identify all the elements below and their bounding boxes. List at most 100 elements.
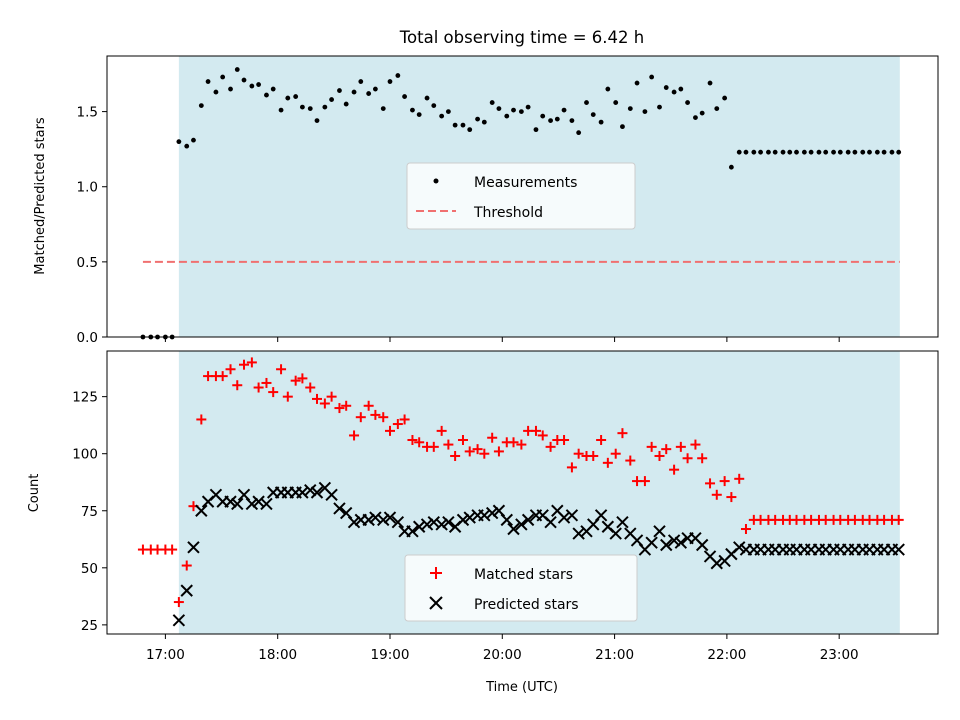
measurement-point	[475, 116, 480, 122]
legend-predicted-label: Predicted stars	[474, 597, 579, 613]
x-tick-label: 21:00	[595, 647, 634, 663]
predicted-star-point	[187, 541, 200, 554]
measurement-point	[663, 85, 669, 90]
matched-star-point	[253, 382, 264, 393]
measurement-point	[533, 127, 539, 133]
measurement-point	[845, 149, 851, 155]
matched-star-point	[246, 357, 257, 368]
measurement-point	[176, 139, 182, 145]
measurement-point	[337, 88, 342, 93]
measurement-point	[264, 92, 269, 98]
matched-star-point	[217, 371, 228, 382]
matched-star-point	[334, 403, 345, 414]
y-tick-label: 125	[72, 390, 98, 406]
matched-star-point	[588, 450, 599, 461]
predicted-star-point	[347, 515, 361, 529]
count-x-axis: 17:00 18:00 19:00 20:00 21:00 22:00 23:00	[146, 634, 859, 663]
measurement-point	[816, 149, 822, 155]
measurement-point	[590, 112, 596, 118]
measurement-point	[671, 89, 677, 95]
predicted-star-point	[733, 541, 746, 554]
matched-stars-points	[137, 357, 904, 608]
predicted-star-point	[172, 614, 186, 627]
ratio-panel: 0.0 0.5 1.0 1.5 Matched/Predicted stars Mea…	[33, 55, 939, 346]
predicted-star-point	[645, 536, 658, 549]
measurement-point	[402, 94, 407, 99]
measurement-point	[395, 73, 401, 78]
matched-star-point	[181, 560, 192, 571]
measurement-point	[439, 113, 445, 119]
matched-star-point	[682, 453, 693, 464]
measurement-point	[678, 86, 684, 92]
predicted-star-point	[507, 522, 520, 536]
measurement-point	[837, 149, 843, 155]
legend-matched-label: Matched stars	[474, 567, 573, 583]
count-plot-frame	[106, 350, 939, 635]
predicted-star-point	[521, 513, 535, 527]
measurement-point	[285, 95, 291, 101]
measurement-point	[860, 149, 866, 155]
measurement-point	[518, 109, 524, 114]
matched-star-point	[232, 380, 243, 391]
measurement-point	[743, 149, 749, 155]
measurement-point	[496, 106, 502, 111]
matched-star-point	[450, 450, 461, 461]
predicted-star-point	[565, 509, 579, 522]
predicted-star-point	[594, 509, 608, 522]
measurement-point	[293, 94, 299, 99]
matched-star-point	[566, 462, 577, 473]
matched-star-point	[573, 448, 584, 459]
matched-star-point	[675, 441, 686, 452]
matched-star-point	[705, 478, 716, 489]
matched-star-point	[311, 393, 322, 404]
predicted-star-point	[383, 511, 397, 524]
matched-star-point	[516, 439, 527, 450]
measurement-point	[649, 74, 655, 80]
predicted-star-point	[572, 527, 585, 540]
ratio-y-axis: 0.0 0.5 1.0 1.5	[77, 105, 107, 346]
measurement-point	[329, 97, 334, 102]
measurement-point	[372, 86, 378, 92]
predicted-star-point	[435, 518, 448, 531]
predicted-star-point	[456, 513, 470, 527]
y-tick-label: 1.0	[77, 180, 98, 196]
matched-star-point	[734, 473, 745, 484]
measurement-point	[351, 89, 357, 95]
matched-star-point	[530, 425, 541, 436]
matched-star-point	[407, 435, 418, 446]
matched-star-point	[654, 450, 665, 461]
matched-star-point	[537, 430, 548, 441]
measurement-point	[256, 82, 262, 87]
matched-star-point	[276, 364, 287, 375]
measurement-point	[481, 119, 487, 125]
matched-star-point	[370, 409, 381, 420]
measurement-point	[758, 149, 763, 155]
predicted-star-point	[377, 513, 390, 527]
matched-star-point	[464, 446, 475, 457]
matched-star-point	[363, 400, 374, 411]
measurement-point	[504, 113, 510, 119]
matched-star-point	[261, 377, 272, 388]
measurement-point	[416, 112, 422, 118]
legend-measurements-label: Measurements	[474, 175, 577, 191]
measurement-point	[343, 101, 349, 107]
x-tick-label: 17:00	[146, 647, 185, 663]
measurement-point	[322, 104, 328, 110]
measurement-point	[728, 164, 734, 170]
y-tick-label: 50	[81, 561, 98, 577]
matched-star-point	[719, 476, 730, 487]
count-panel: 25 50 75 100 125 17:00 18:00 19:00 20:00 21:00 22…	[27, 350, 939, 695]
predicted-star-point	[660, 538, 673, 552]
measurement-point	[366, 91, 372, 96]
measurement-point	[766, 149, 771, 155]
predicted-star-point	[260, 497, 273, 511]
measurement-point	[380, 106, 386, 111]
measurement-point	[751, 149, 757, 155]
measurement-point	[234, 67, 240, 72]
count-legend-box	[404, 554, 638, 622]
matched-star-point	[711, 489, 722, 500]
predicted-star-point	[406, 525, 419, 538]
predicted-star-point	[180, 584, 193, 597]
ratio-legend-box	[406, 162, 636, 230]
